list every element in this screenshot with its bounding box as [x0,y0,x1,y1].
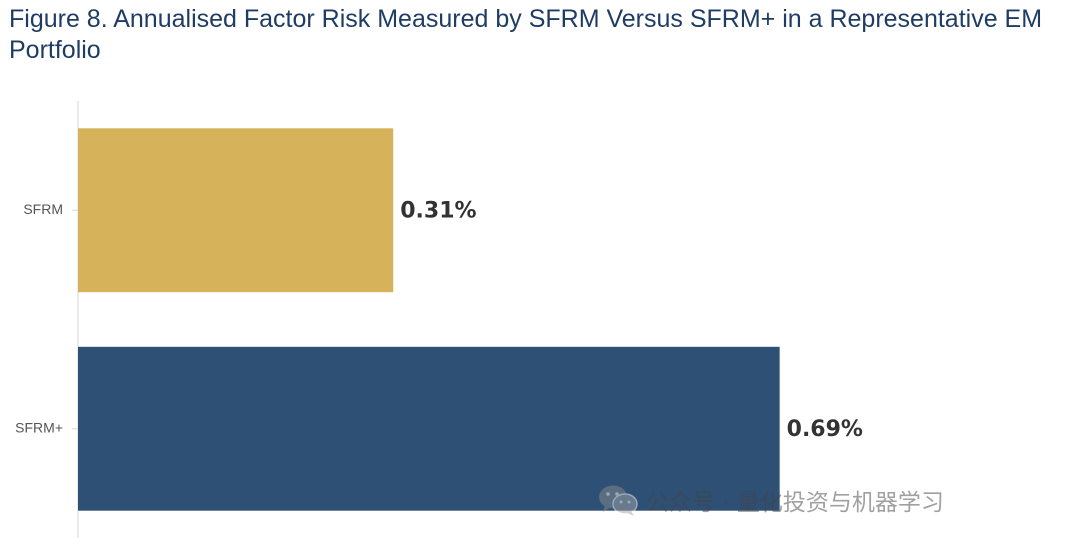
y-tick-label: SFRM [23,201,63,217]
y-axis-ticks [72,209,78,430]
bars [78,128,780,511]
watermark-text: 公众号 · 量化投资与机器学习 [646,490,944,516]
watermark: 公众号 · 量化投资与机器学习 [598,483,944,517]
data-label: 0.31% [400,198,476,223]
bar-sfrm-plus [78,346,780,511]
data-labels: 0.31% 0.69% [400,198,863,442]
chart-title: Figure 8. Annualised Factor Risk Measure… [9,5,1043,64]
y-axis-tick-labels: SFRM SFRM+ [15,201,63,436]
wechat-icon [599,485,638,516]
bar-sfrm [78,128,394,293]
data-label: 0.69% [787,417,863,442]
y-tick-label: SFRM+ [15,419,63,435]
